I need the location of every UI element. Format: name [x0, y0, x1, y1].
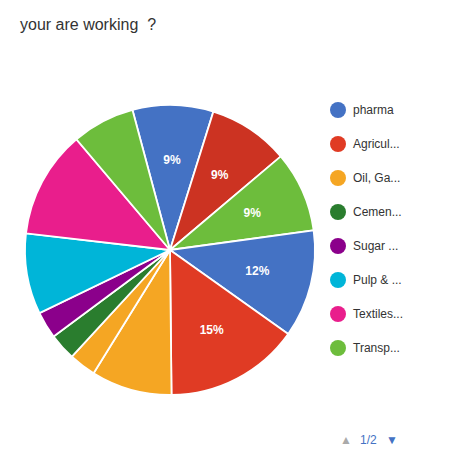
legend-label: Oil, Ga... [353, 171, 400, 185]
legend-marker [330, 204, 346, 220]
legend-label: Pulp & ... [353, 273, 402, 287]
data-labels: 9% 9% 9% 12% 15% [163, 153, 269, 337]
legend: pharma Agricul... Oil, Ga... Cemen... Sugar … [330, 102, 403, 356]
legend-marker [330, 340, 346, 356]
page-indicator: ▲ 1/2 ▼ [340, 433, 398, 447]
data-label: 15% [200, 323, 224, 337]
annotation: ▼ [386, 433, 398, 447]
legend-label: Sugar ... [353, 239, 398, 253]
title: your are working ? [20, 16, 156, 33]
legend-label: Textiles... [353, 307, 403, 321]
data-label: 9% [211, 168, 229, 182]
legend-marker [330, 306, 346, 322]
legend-marker [330, 170, 346, 186]
annotation: ▲ [340, 433, 352, 447]
slice [170, 250, 288, 395]
slices [25, 105, 315, 395]
chart: your are working ? 9% 9% 9% 12% 15% pharma Agri… [0, 0, 474, 474]
legend-label: pharma [353, 103, 394, 117]
legend-label: Cemen... [353, 205, 402, 219]
data-label: 9% [243, 206, 261, 220]
legend-marker [330, 136, 346, 152]
legend-label: Transp... [353, 341, 400, 355]
legend-marker [330, 272, 346, 288]
annotation: 1/2 [360, 433, 377, 447]
legend-label: Agricul... [353, 137, 400, 151]
data-label: 12% [245, 264, 269, 278]
slice [76, 110, 170, 250]
data-label: 9% [163, 153, 181, 167]
legend-marker [330, 238, 346, 254]
legend-marker [330, 102, 346, 118]
